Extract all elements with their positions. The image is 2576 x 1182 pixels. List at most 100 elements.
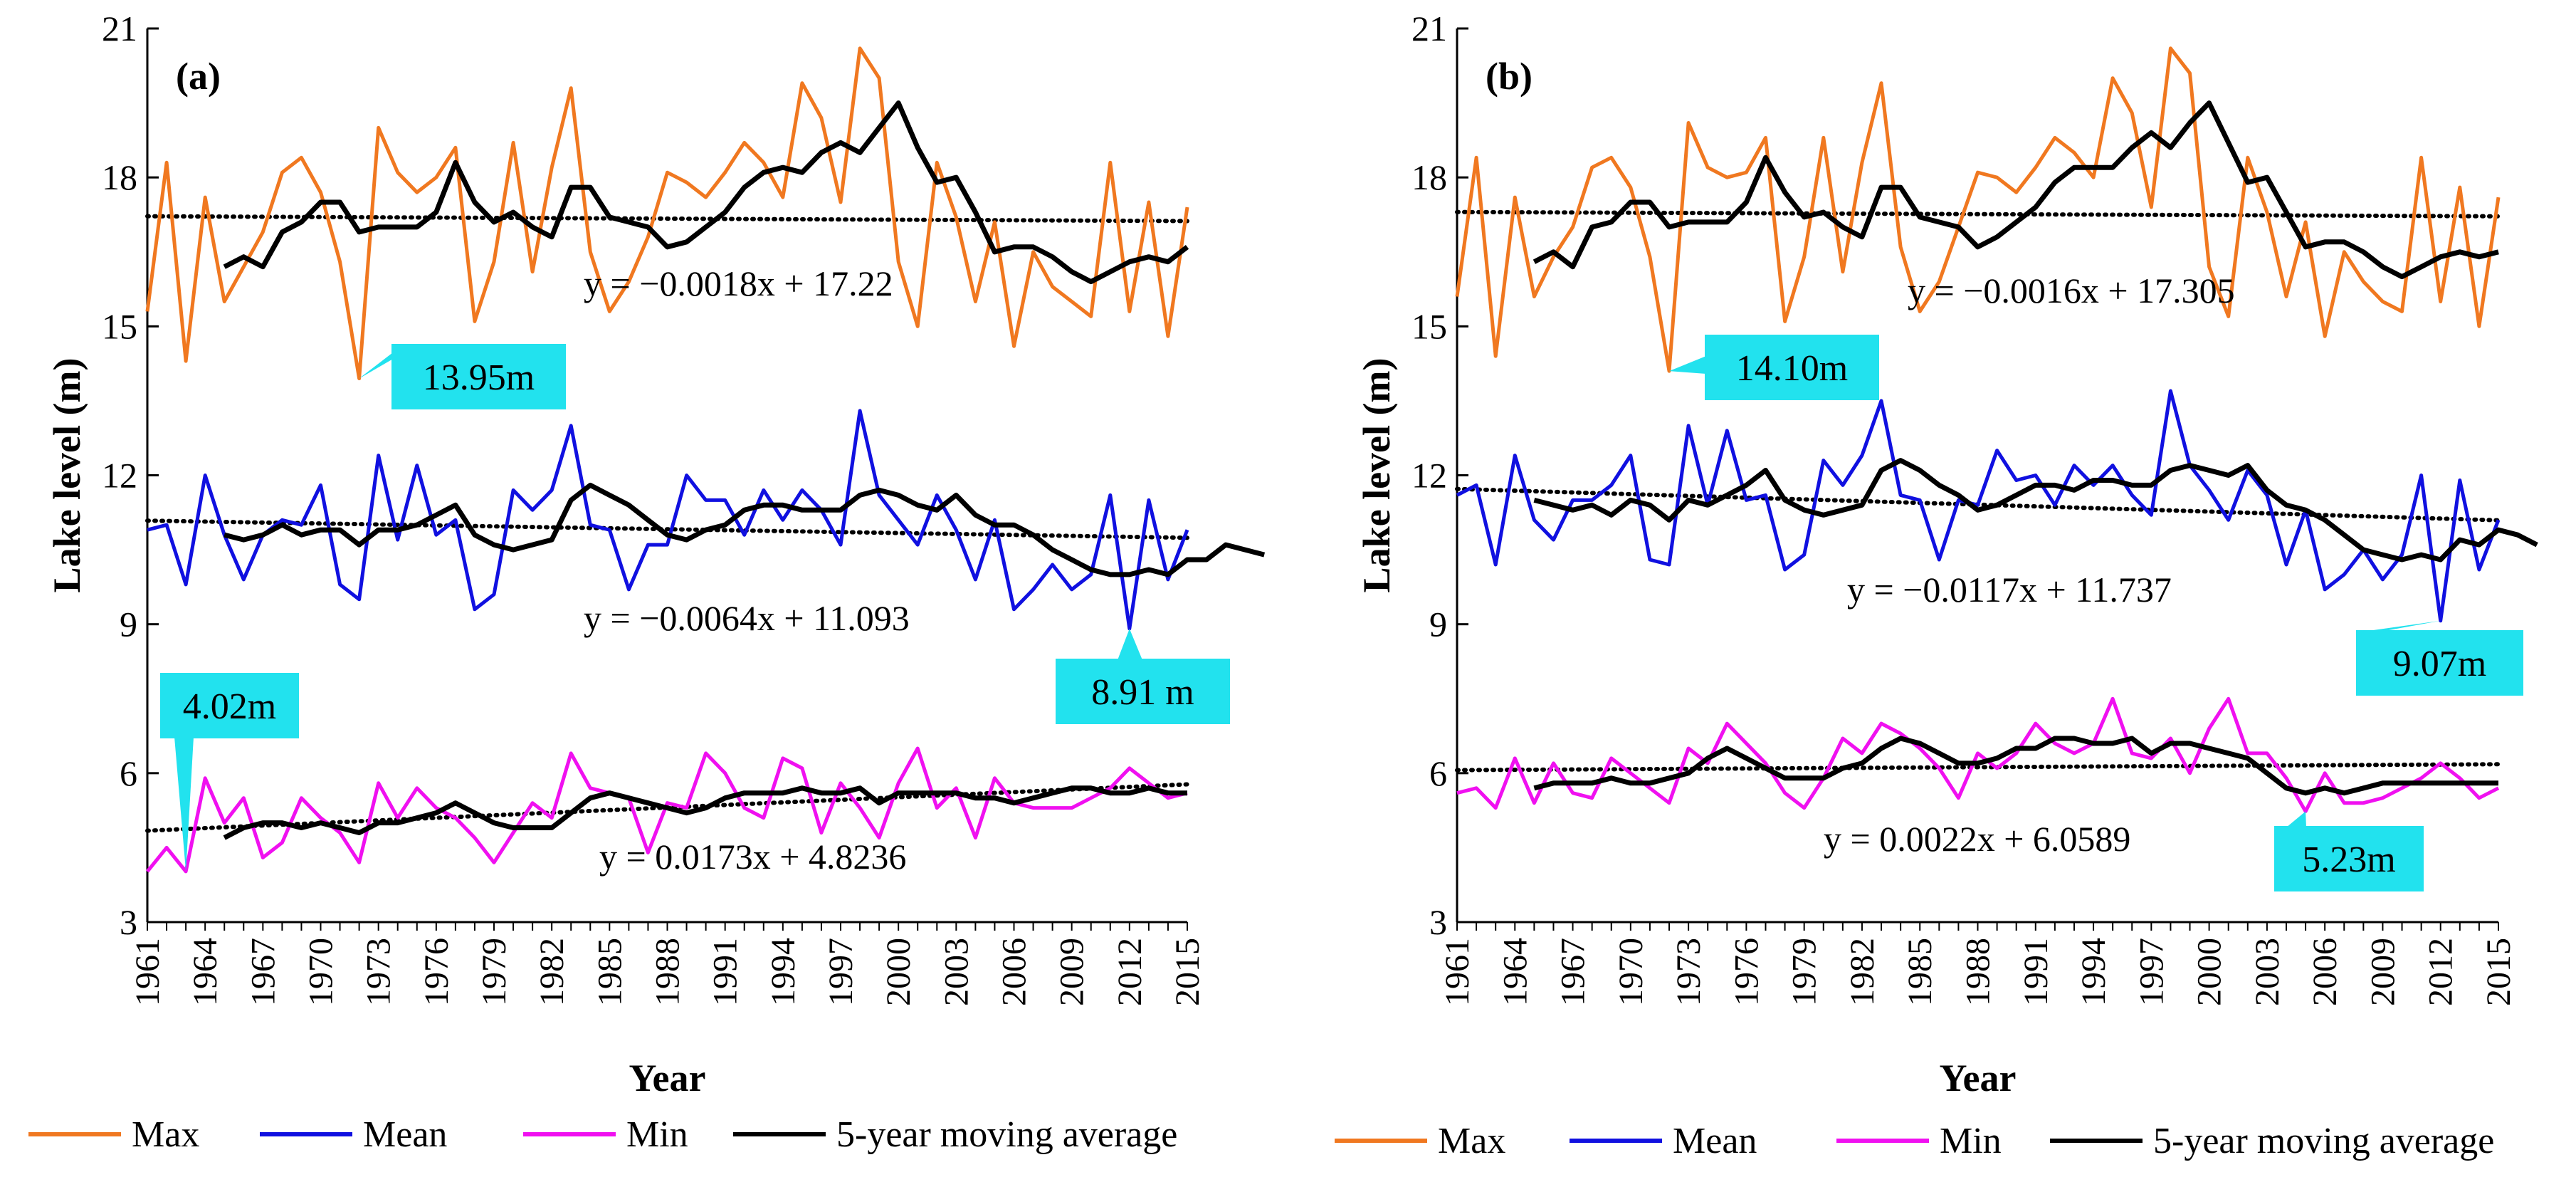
- x-tick-label: 1976: [418, 938, 456, 1006]
- callout-box: [1056, 659, 1230, 724]
- x-tick-label: 1991: [2017, 938, 2055, 1006]
- callout-label: 5.23m: [2302, 840, 2395, 880]
- series-line-min: [1456, 696, 2500, 813]
- legend-max-label: Max: [1438, 1121, 1505, 1161]
- trend-line-max: [1455, 209, 2501, 219]
- y-axis-title: Lake level (m): [46, 358, 88, 593]
- x-tick-label: 1985: [591, 938, 629, 1006]
- trend-equation-max: y = −0.0016x + 17.305: [1908, 271, 2235, 310]
- series-line-max: [1455, 46, 2501, 373]
- x-tick-label: 1991: [707, 938, 745, 1006]
- x-tick-label: 1997: [822, 938, 860, 1006]
- callout-box: [1705, 335, 1879, 400]
- x-tick-label: 1979: [475, 938, 513, 1006]
- y-tick-label: 9: [120, 605, 137, 644]
- y-tick-label: 3: [120, 902, 137, 942]
- callout-label: 8.91 m: [1091, 672, 1194, 713]
- legend-mean-label: Mean: [363, 1114, 447, 1155]
- x-axis-title: Year: [629, 1057, 706, 1099]
- x-tick-label: 1994: [764, 938, 802, 1006]
- callout-pointer: [2363, 620, 2441, 632]
- x-tick-label: 1985: [1901, 938, 1939, 1006]
- x-tick-label: 1979: [1786, 938, 1824, 1006]
- series-line-max: [145, 46, 1189, 380]
- x-tick-label: 2015: [2480, 938, 2518, 1006]
- legend-ma-label: 5-year moving average: [836, 1114, 1177, 1155]
- trend-equation-min: y = 0.0173x + 4.8236: [599, 837, 906, 877]
- legend-ma-label: 5-year moving average: [2153, 1121, 2494, 1161]
- x-tick-label: 1973: [360, 938, 398, 1006]
- y-tick-label: 12: [102, 456, 137, 496]
- x-tick-label: 2006: [996, 938, 1034, 1006]
- panel-a: 3 6 9 12 15 18 21 1961 1964 1967 1970 1973 1976 1979 1…: [46, 9, 1266, 1099]
- y-tick-label: 18: [102, 157, 137, 197]
- x-tick-label: 1961: [129, 938, 167, 1006]
- x-tick-label: 1964: [186, 938, 224, 1006]
- x-axis-title: Year: [1940, 1057, 2017, 1099]
- x-tick-label: 2012: [2422, 938, 2460, 1006]
- x-tick-label: 1982: [1844, 938, 1881, 1006]
- legend-mean-label: Mean: [1673, 1121, 1757, 1161]
- x-tick-label: 1997: [2133, 938, 2170, 1006]
- x-tick-label: 2009: [1053, 938, 1091, 1006]
- x-tick-label: 2000: [880, 938, 918, 1006]
- legend-b: Max Mean Min 5-year moving average: [1335, 1121, 2494, 1161]
- callout-label: 9.07m: [2393, 644, 2486, 684]
- series-line-5-year-moving-average-mean: [224, 482, 1266, 577]
- x-tick-label: 1964: [1496, 938, 1534, 1006]
- callout-box: [2356, 630, 2523, 696]
- x-tick-label: 1988: [1960, 938, 1997, 1006]
- callout-pointer: [174, 737, 194, 872]
- series-line-5-year-moving-average-min: [223, 785, 1187, 840]
- series-line-5-year-moving-average: [1533, 100, 2499, 280]
- y-tick-label: 15: [102, 306, 137, 346]
- panel-label: (b): [1486, 55, 1533, 98]
- x-tick-label: 2012: [1111, 938, 1149, 1006]
- legend-a: Max Mean Min 5-year moving average: [28, 1114, 1177, 1155]
- x-tick-label: 1970: [303, 938, 340, 1006]
- x-tick-label: 1961: [1439, 938, 1476, 1006]
- x-tick-label: 2000: [2191, 938, 2229, 1006]
- x-tick-label: 1982: [533, 938, 571, 1006]
- series-line-5-year-moving-average: [223, 100, 1189, 285]
- panel-label: (a): [176, 55, 221, 98]
- x-tick-label: 1970: [1612, 938, 1650, 1006]
- x-tick-label: 1967: [1555, 938, 1592, 1006]
- callout-label: 13.95m: [423, 357, 535, 398]
- x-tick-label: 1994: [2075, 938, 2113, 1006]
- y-tick-label: 18: [1411, 157, 1447, 197]
- trend-equation-mean: y = −0.0064x + 11.093: [584, 598, 910, 638]
- x-tick-label: 1973: [1670, 938, 1708, 1006]
- trend-line-min: [1455, 762, 2501, 773]
- trend-equation-max: y = −0.0018x + 17.22: [584, 263, 893, 303]
- series-line-mean: [1456, 389, 2501, 623]
- legend-min-label: Min: [1940, 1121, 2002, 1161]
- y-tick-label: 9: [1429, 605, 1447, 644]
- callout-pointer: [359, 345, 416, 379]
- callout-pointer: [1669, 356, 1706, 374]
- trend-equation-mean: y = −0.0117x + 11.737: [1847, 570, 2172, 610]
- callout-label: 14.10m: [1736, 348, 1848, 389]
- series-line-5-year-moving-average-mean: [1533, 458, 2538, 563]
- trend-line-mean: [145, 518, 1189, 540]
- y-tick-label: 21: [102, 9, 137, 48]
- legend-min-label: Min: [626, 1114, 688, 1155]
- callout-box: [391, 344, 566, 409]
- x-tick-label: 1976: [1728, 938, 1765, 1006]
- callout-label: 4.02m: [183, 686, 276, 727]
- x-tick-label: 1967: [244, 938, 282, 1006]
- x-tick-label: 2006: [2306, 938, 2344, 1006]
- series-line-mean: [147, 409, 1189, 631]
- x-tick-label: 2003: [937, 938, 975, 1006]
- x-tick-label: 2009: [2364, 938, 2402, 1006]
- y-tick-label: 21: [1411, 9, 1447, 48]
- panel-b: 3 6 9 12 15 18 21 1961 1964 1967 1970 1973 1976 1979 1…: [1355, 9, 2538, 1099]
- x-tick-label: 2003: [2249, 938, 2286, 1006]
- y-axis-title: Lake level (m): [1355, 358, 1398, 593]
- trend-line-max: [145, 214, 1189, 224]
- y-tick-label: 12: [1411, 456, 1447, 496]
- callout-pointer: [2286, 811, 2306, 827]
- x-tick-label: 1988: [649, 938, 687, 1006]
- y-tick-label: 6: [120, 753, 137, 793]
